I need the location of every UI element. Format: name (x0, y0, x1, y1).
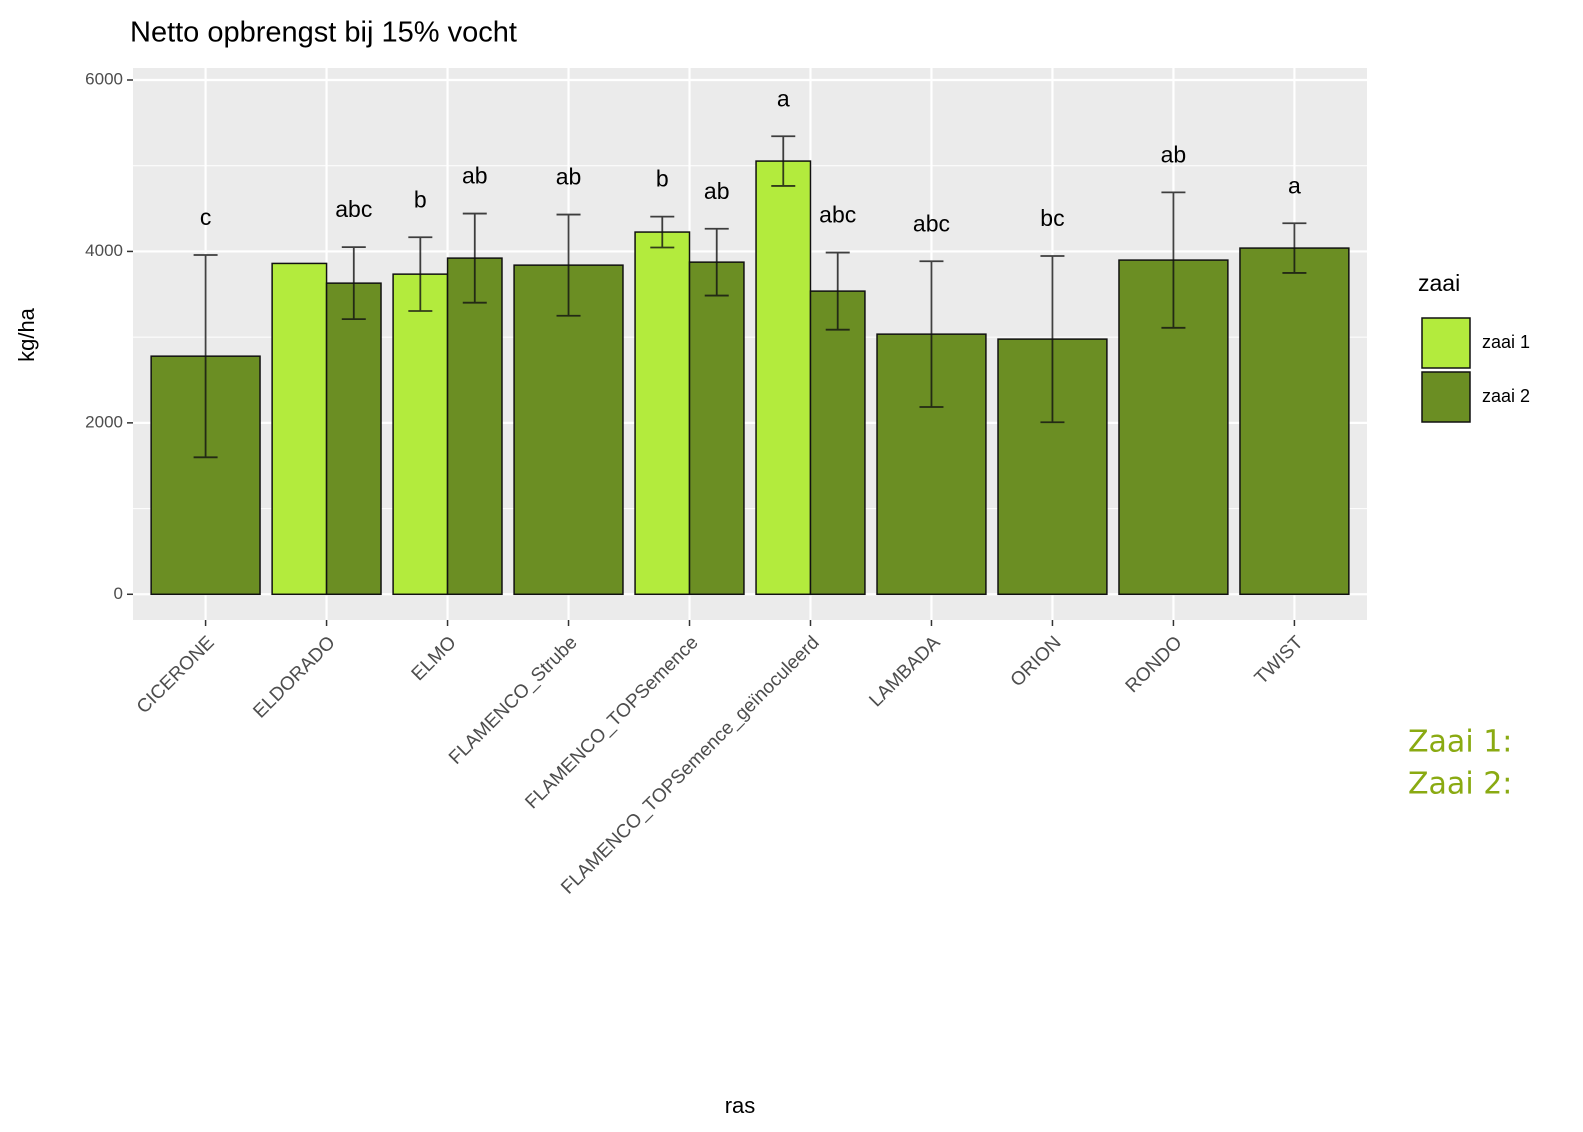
x-tick-label: FLAMENCO_Strube (445, 632, 582, 769)
significance-letter: c (200, 204, 212, 230)
x-tick-label: ORION (1007, 632, 1066, 691)
y-tick-label: 2000 (85, 412, 123, 431)
bar (755, 160, 812, 596)
bar (392, 273, 449, 596)
error-bar (1282, 222, 1307, 274)
error-bar (408, 236, 433, 312)
bar (513, 264, 624, 596)
y-tick-label: 4000 (85, 241, 123, 260)
significance-letter: a (1288, 172, 1301, 198)
significance-letter: ab (704, 178, 730, 204)
error-bar (1161, 191, 1186, 329)
error-bar (825, 251, 850, 331)
x-tick-label: LAMBADA (865, 632, 944, 711)
bar (325, 282, 382, 596)
bar (1239, 247, 1350, 596)
x-tick-label: ELMO (408, 632, 461, 685)
error-bar (771, 135, 796, 187)
legend-label: zaai 2 (1482, 386, 1530, 406)
significance-letter: b (656, 166, 669, 192)
bar (271, 262, 328, 596)
legend-title: zaai (1418, 270, 1460, 296)
x-tick-label: CICERONE (133, 632, 219, 718)
legend-label: zaai 1 (1482, 332, 1530, 352)
bar (634, 231, 691, 596)
note: Zaai 1: (1408, 725, 1512, 760)
x-axis-label: ras (725, 1093, 756, 1118)
error-bar (650, 215, 675, 249)
bar (688, 261, 745, 596)
significance-letter: abc (913, 210, 950, 236)
note: Zaai 2: (1408, 767, 1512, 802)
chart-title: Netto opbrengst bij 15% vocht (130, 17, 517, 49)
significance-letter: ab (1161, 141, 1187, 167)
y-tick-label: 6000 (85, 69, 123, 88)
x-tick-label: TWIST (1251, 632, 1308, 689)
x-tick-label: FLAMENCO_TOPSemence_geïnoculeerd (557, 632, 823, 898)
significance-letter: abc (819, 202, 856, 228)
error-bar (462, 212, 487, 304)
error-bar (556, 213, 581, 317)
significance-letter: ab (556, 164, 582, 190)
legend-key (1421, 371, 1471, 423)
x-tick-label: ELDORADO (249, 632, 339, 722)
significance-letter: ab (462, 163, 488, 189)
error-bar (919, 260, 944, 408)
bar (446, 257, 503, 596)
error-bar (341, 246, 366, 321)
error-bar (1040, 255, 1065, 424)
y-tick-label: 0 (114, 584, 123, 603)
bar (809, 290, 866, 596)
error-bar (704, 227, 729, 297)
significance-letter: bc (1040, 205, 1064, 231)
significance-letter: b (414, 186, 427, 212)
legend-key (1421, 317, 1471, 369)
significance-letter: abc (335, 196, 372, 222)
x-tick-label: RONDO (1122, 632, 1187, 697)
y-axis-label: kg/ha (14, 307, 39, 362)
error-bar (193, 254, 218, 459)
significance-letter: a (777, 85, 790, 111)
